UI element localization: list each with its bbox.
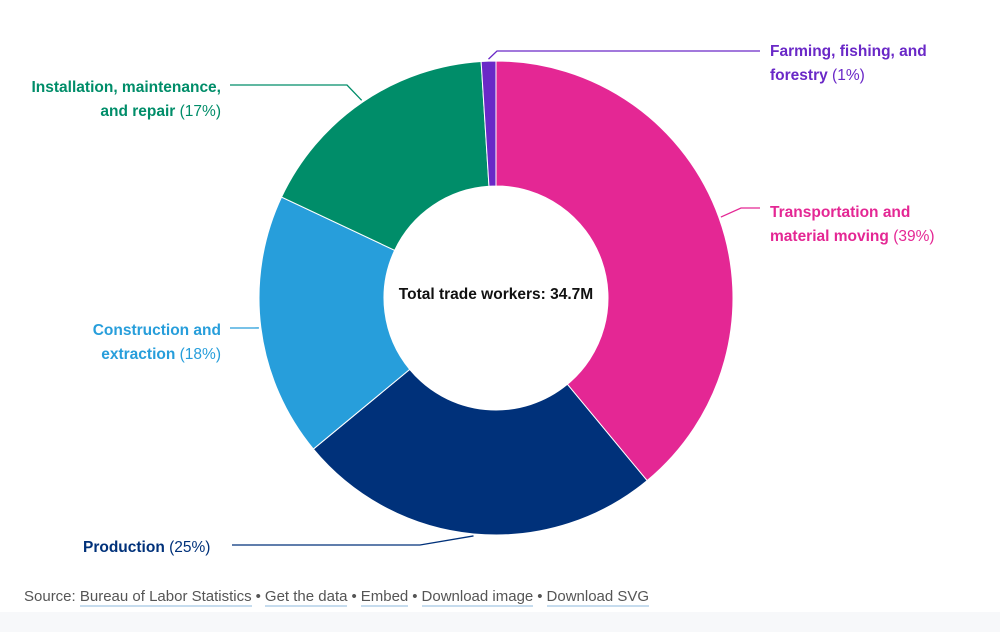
source-prefix: Source: — [24, 588, 76, 605]
slice-label-percent: (25%) — [169, 539, 211, 556]
center-total-label: Total trade workers: 34.7M — [398, 286, 594, 303]
donut-chart — [230, 50, 760, 546]
donut-slice-production[interactable] — [312, 368, 648, 536]
separator: • — [537, 588, 543, 605]
link-download-image[interactable]: Download image — [421, 588, 534, 607]
link-get-the-data[interactable]: Get the data — [264, 588, 348, 607]
leader-line-production — [232, 535, 474, 546]
chart-footer: Source: Bureau of Labor Statistics • Get t… — [24, 588, 650, 607]
slice-label-transportation: Transportation and material moving (39%) — [770, 201, 970, 249]
donut-slices — [258, 60, 734, 536]
donut-slice-transportation[interactable] — [495, 60, 734, 482]
slice-label-installation: Installation, maintenance, and repair (1… — [18, 76, 222, 124]
donut-slice-installation[interactable] — [280, 60, 490, 251]
separator: • — [351, 588, 357, 605]
slice-label-name: Transportation and material moving — [770, 204, 911, 245]
slice-label-construction: Construction and extraction (18%) — [60, 319, 221, 367]
separator: • — [255, 588, 261, 605]
slice-label-percent: (1%) — [832, 67, 865, 84]
slice-label-percent: (18%) — [179, 346, 221, 363]
leader-line-installation — [230, 84, 363, 101]
leader-line-farming — [488, 50, 760, 60]
slice-label-farming: Farming, fishing, and forestry (1%) — [770, 40, 960, 88]
slice-label-percent: (17%) — [179, 103, 221, 120]
slice-label-name: Construction and extraction — [92, 322, 221, 363]
slice-label-name: Farming, fishing, and forestry — [770, 43, 927, 84]
link-embed[interactable]: Embed — [360, 588, 409, 607]
separator: • — [412, 588, 418, 605]
donut-slice-farming[interactable] — [480, 60, 497, 187]
slice-label-production: Production (25%) — [83, 536, 283, 560]
link-bureau-of-labor-statistics[interactable]: Bureau of Labor Statistics — [79, 588, 252, 607]
slice-label-name: Installation, maintenance, and repair — [31, 79, 222, 120]
footer-background — [0, 612, 1000, 632]
leader-lines — [230, 50, 760, 546]
link-download-svg[interactable]: Download SVG — [546, 588, 650, 607]
donut-slice-construction[interactable] — [258, 196, 411, 450]
slice-label-name: Production — [83, 539, 165, 556]
slice-label-percent: (39%) — [893, 228, 935, 245]
leader-line-transportation — [720, 207, 760, 218]
